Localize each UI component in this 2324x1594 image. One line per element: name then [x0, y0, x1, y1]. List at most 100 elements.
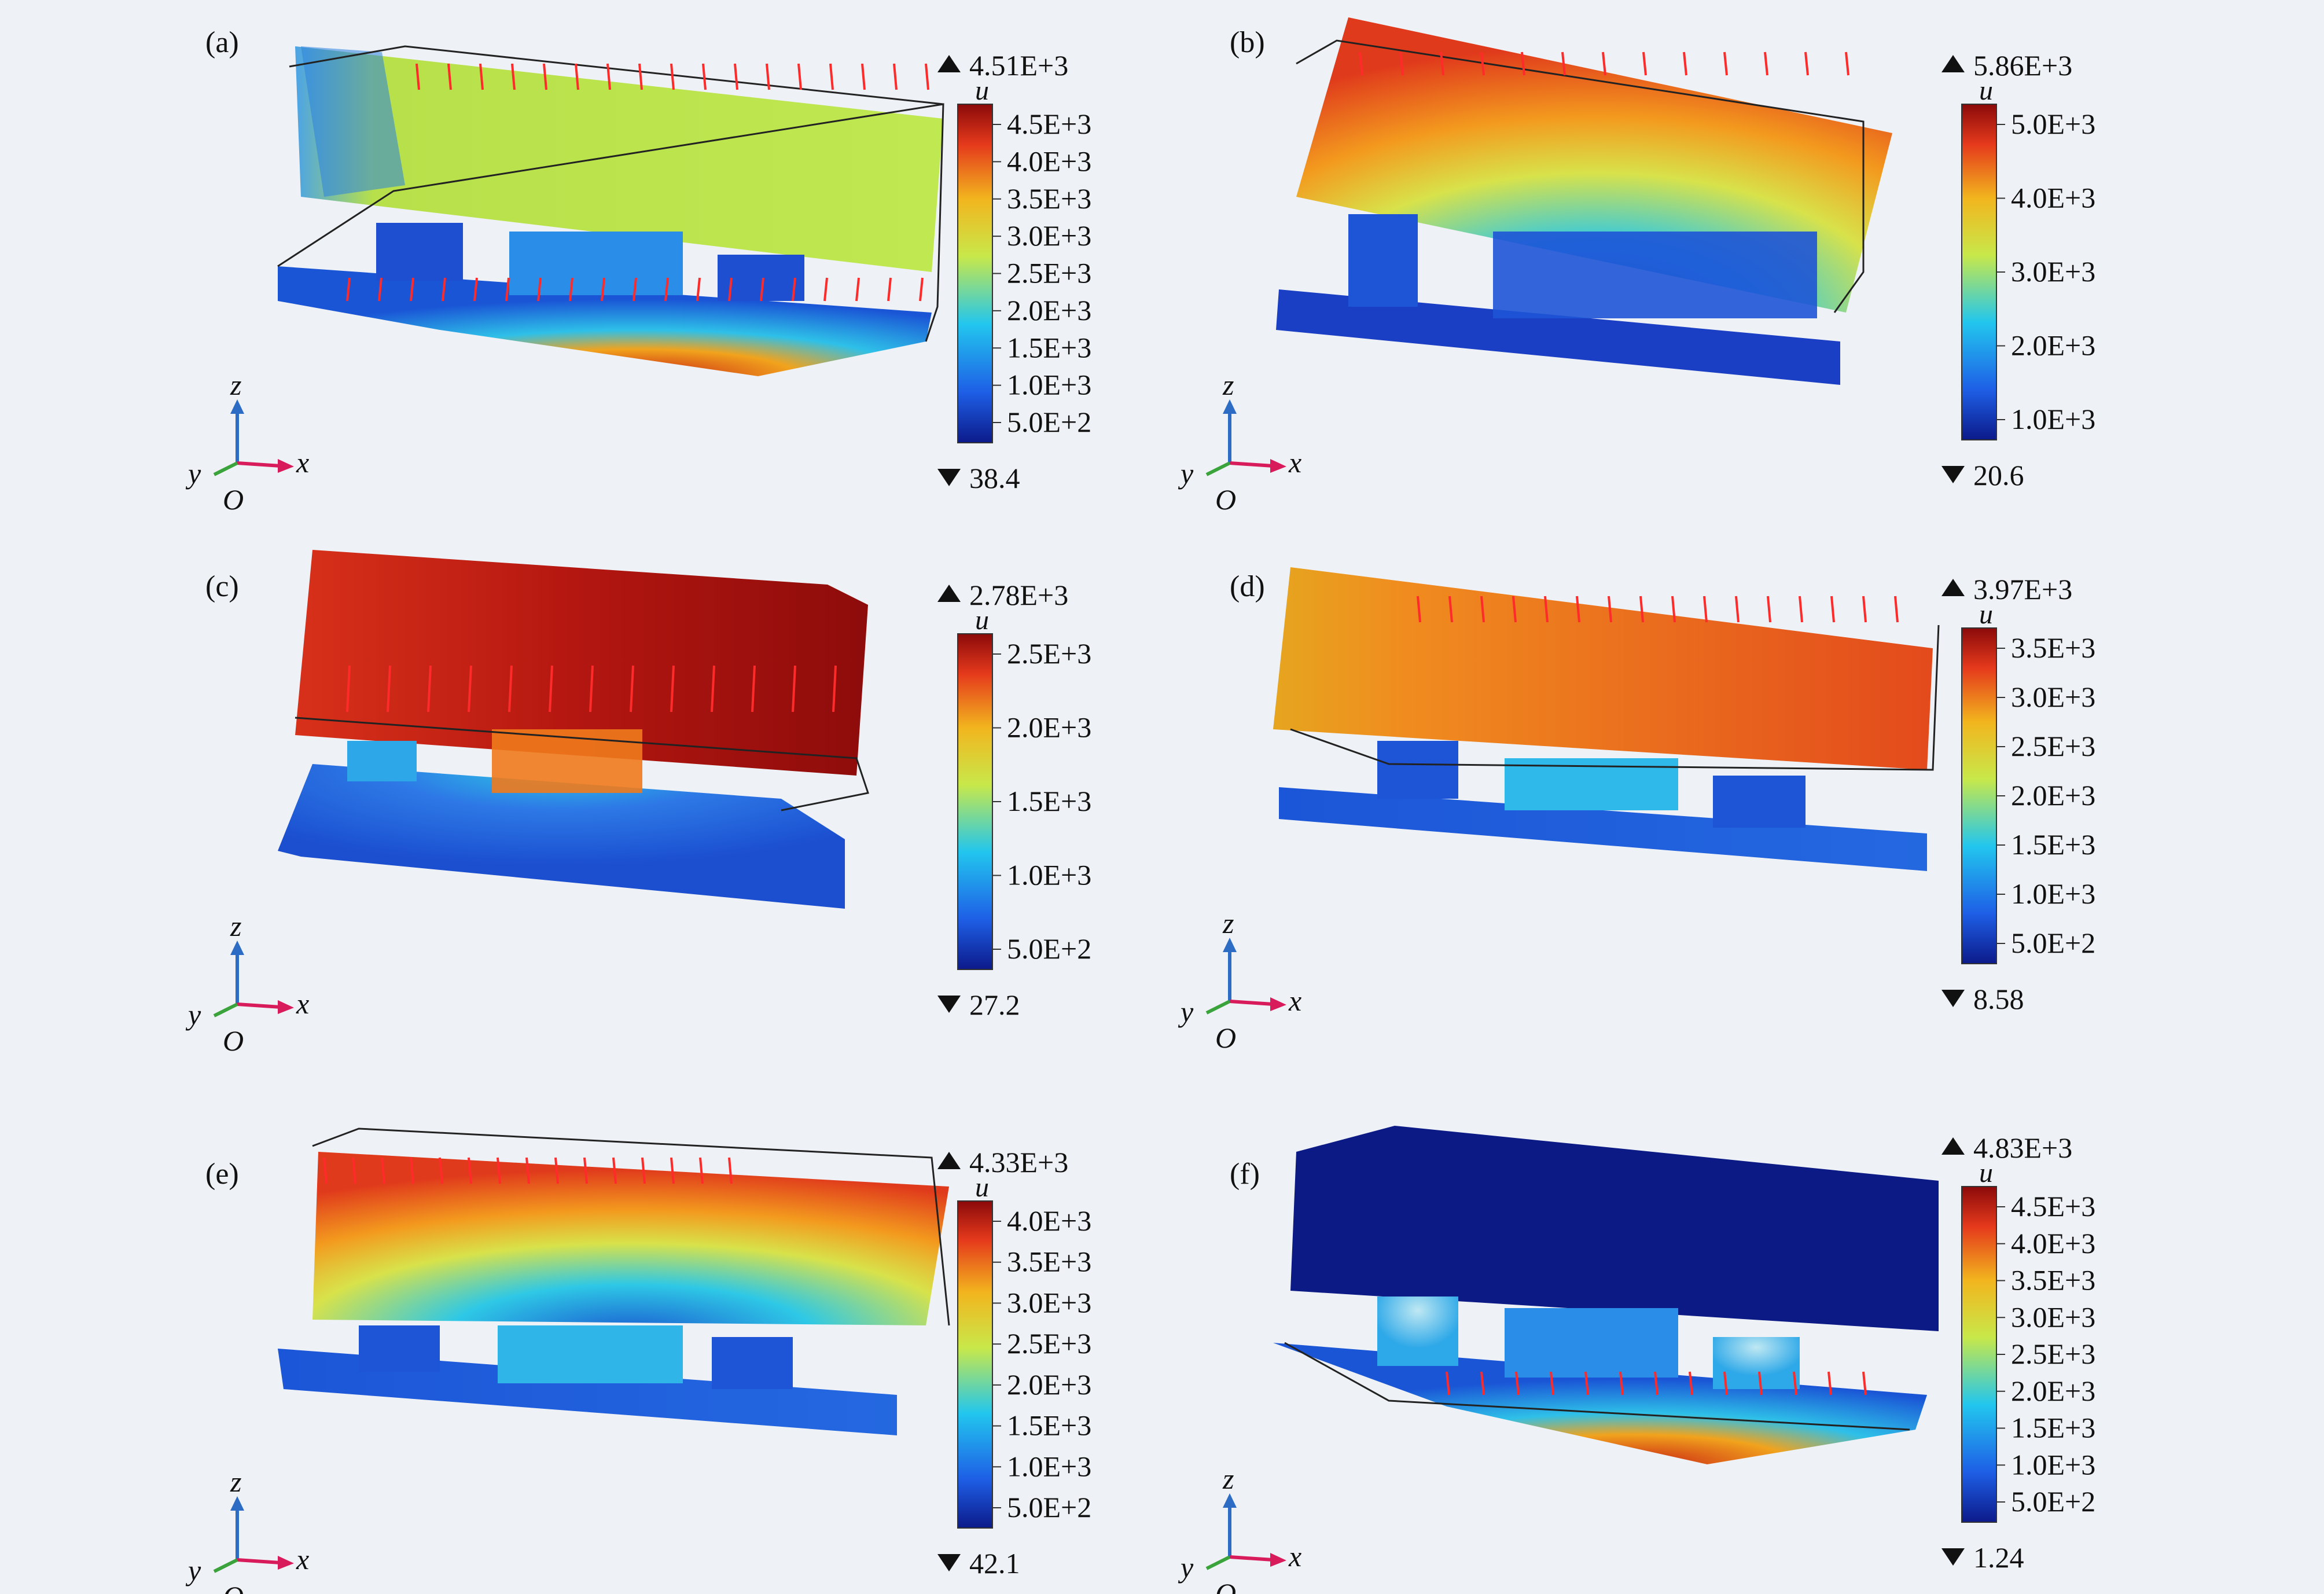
arrow-icon [1767, 596, 1771, 623]
z-arrowhead-icon [230, 399, 244, 414]
colorbar [957, 633, 993, 970]
y-axis-label: y [185, 457, 201, 490]
colorbar-tick-label: 1.0E+3 [1007, 369, 1091, 401]
arrow-icon [549, 665, 553, 712]
z-arrowhead-icon [1223, 1493, 1237, 1508]
colorbar-tick-label: 2.5E+3 [1007, 1327, 1091, 1360]
arrow-icon [792, 277, 796, 302]
arrow-icon [699, 1157, 704, 1184]
colorbar-tick-label: 5.0E+2 [2011, 927, 2095, 959]
max-triangle-icon [937, 585, 961, 602]
colorbar-tick-label: 3.0E+3 [1007, 219, 1091, 252]
panel-e: (e) 4.33E+3u 4.0E+3 3.5E+3 3.0E+3 2.5E+3 2.0E+… [185, 1146, 1091, 1594]
arrow-icon [1804, 52, 1809, 76]
panel-f: (f) 4.83E+3u 4.5E+3 4.0E+3 3.5E+3 3.0E+3 2.5E+… [1178, 1132, 2095, 1594]
arrow-icon [554, 1157, 559, 1184]
colorbar-tick-label: 1.5E+3 [1007, 331, 1091, 363]
arrow-icon [410, 277, 414, 302]
colorbar-tick-label: 3.5E+3 [1007, 182, 1091, 215]
colorbar-tick-label: 2.5E+3 [1007, 257, 1091, 289]
max-triangle-icon [1941, 579, 1965, 596]
arrow-icon [479, 63, 484, 90]
colorbar-variable: u [1979, 1158, 1993, 1188]
arrow-icon [1723, 1371, 1728, 1395]
arrow-icon [1723, 52, 1728, 76]
colorbar-variable: u [1979, 599, 1993, 630]
arrow-icon [569, 277, 573, 302]
colorbar-tick-label: 3.0E+3 [2011, 1301, 2095, 1333]
arrow-icon [792, 665, 796, 712]
arrow-icon [633, 277, 637, 302]
arrow-icon [589, 665, 594, 712]
colorbar-tick-label: 2.0E+3 [1007, 1368, 1091, 1401]
origin-label: O [1215, 483, 1236, 516]
arrow-icon [696, 277, 701, 302]
x-axis-label: x [296, 987, 309, 1020]
y-axis-arrow [213, 461, 238, 476]
colorbar-tick-label: 5.0E+2 [1007, 406, 1091, 438]
colorbar [957, 104, 993, 443]
arrow-icon [511, 63, 516, 90]
colorbar-tick-label: 1.0E+3 [2011, 1448, 2095, 1481]
arrow-icon [1764, 52, 1768, 76]
arrow-icon [1448, 596, 1453, 623]
colorbar-min: 42.1 [969, 1547, 1020, 1580]
colorbar-min: 38.4 [969, 462, 1020, 494]
arrow-icon [1639, 596, 1644, 623]
origin-label: O [1215, 1022, 1236, 1054]
colorbar-tick-label: 4.0E+3 [1007, 145, 1091, 177]
arrow-icon [575, 63, 579, 90]
colorbar-tick-label: 5.0E+2 [1007, 932, 1091, 965]
max-triangle-icon [937, 55, 961, 72]
arrow-icon [346, 665, 351, 712]
colorbar-max: 3.97E+3 [1973, 573, 2072, 605]
arrow-icon [1654, 1371, 1659, 1395]
z-axis-label: z [230, 910, 241, 942]
x-axis-arrow [237, 461, 281, 468]
arrow-icon [606, 63, 611, 90]
max-triangle-icon [1941, 55, 1965, 72]
origin-label: O [1215, 1577, 1236, 1594]
arrow-icon [1827, 1371, 1832, 1395]
max-triangle-icon [1941, 1137, 1965, 1155]
arrow-icon [734, 63, 738, 90]
arrow-icon [1735, 596, 1740, 623]
panel-label: (a) [205, 26, 239, 59]
arrow-icon [1512, 596, 1517, 623]
arrow-icon [352, 1157, 356, 1184]
arrow-icon [1584, 1371, 1589, 1395]
z-arrowhead-icon [230, 941, 244, 955]
colorbar-min: 8.58 [1973, 983, 2024, 1015]
x-axis-label: x [1288, 1540, 1301, 1573]
panel-d-model [1273, 567, 1940, 871]
z-arrowhead-icon [1223, 399, 1237, 414]
x-axis-arrow [237, 1002, 281, 1009]
panel-f-model [1273, 1126, 1939, 1464]
arrow-icon [1480, 1371, 1485, 1395]
arrow-icon [1845, 52, 1849, 76]
colorbar [1961, 1186, 1997, 1523]
x-arrowhead-icon [278, 1000, 294, 1014]
x-axis-arrow [1229, 461, 1274, 468]
origin-label: O [223, 1024, 244, 1057]
colorbar-tick-label: 3.5E+3 [1007, 1246, 1091, 1278]
colorbar-tick-label: 2.5E+3 [1007, 637, 1091, 670]
colorbar-tick-label: 3.0E+3 [2011, 681, 2095, 713]
colorbar-variable: u [1979, 75, 1993, 106]
colorbar-max: 4.33E+3 [969, 1146, 1068, 1178]
panel-b-model [1276, 17, 1892, 385]
y-axis-arrow [1205, 1555, 1231, 1570]
panel-a-model [277, 45, 944, 376]
colorbar-variable: u [975, 1172, 989, 1203]
arrow-icon [1480, 52, 1485, 76]
y-axis-arrow [213, 1002, 238, 1018]
arrow-icon [1440, 52, 1444, 76]
colorbar-tick-label: 1.0E+3 [2011, 877, 2095, 910]
arrow-icon [887, 277, 892, 302]
arrow-icon [1608, 596, 1612, 623]
arrow-icon [1894, 596, 1899, 623]
panel-c: (c) 2.78E+3u 2.5E+3 2.0E+3 1.5E+3 1.0E+3 5.0E+… [185, 570, 1091, 1057]
arrow-icon [1417, 596, 1421, 623]
arrow-icon [1521, 52, 1525, 76]
colorbar-tick-label: 2.0E+3 [2011, 779, 2095, 811]
